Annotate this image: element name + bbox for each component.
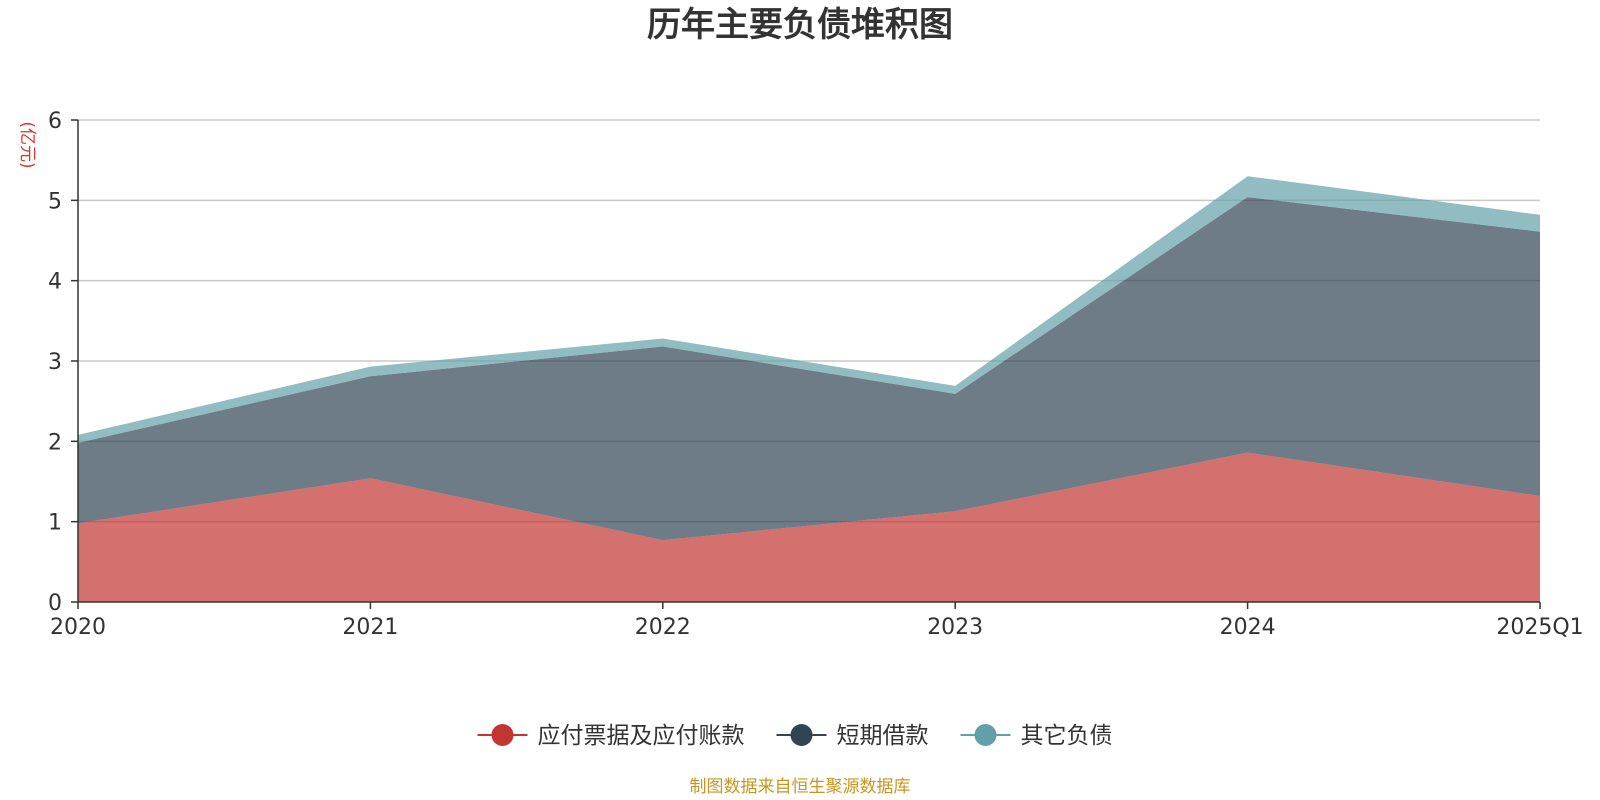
- series-areas: [78, 176, 1540, 602]
- y-tick-label: 2: [48, 430, 62, 455]
- y-tick-label: 3: [48, 350, 62, 375]
- area-series: [78, 197, 1540, 541]
- x-tick-labels: 2020 2021 2022 2023 2024 2025Q1: [50, 602, 1584, 640]
- x-tick-label: 2025Q1: [1496, 615, 1583, 640]
- legend-marker-icon: [790, 724, 813, 746]
- legend-item: 其它负债: [960, 723, 1113, 749]
- legend-marker-icon: [491, 724, 514, 746]
- y-tick-label: 6: [48, 109, 62, 134]
- x-tick-label: 2022: [635, 615, 691, 640]
- legend: 应付票据及应付账款 短期借款 其它负债: [477, 723, 1113, 749]
- legend-marker-icon: [974, 724, 997, 746]
- y-axis-unit-label: (亿元): [17, 121, 37, 168]
- source-note: 制图数据来自恒生聚源数据库: [690, 777, 911, 797]
- area-series: [78, 176, 1540, 443]
- x-tick-label: 2020: [50, 615, 106, 640]
- y-tick-label: 0: [48, 591, 62, 616]
- y-tick-labels: 0 1 2 3 4 5 6: [48, 109, 78, 616]
- x-tick-label: 2021: [342, 615, 398, 640]
- legend-label: 其它负债: [1021, 723, 1113, 749]
- x-tick-label: 2023: [927, 615, 983, 640]
- y-tick-label: 4: [48, 270, 62, 295]
- area-series: [78, 452, 1540, 602]
- legend-item: 短期借款: [776, 723, 929, 749]
- legend-label: 短期借款: [837, 723, 929, 749]
- legend-label: 应付票据及应付账款: [538, 723, 745, 749]
- legend-item: 应付票据及应付账款: [477, 723, 745, 749]
- chart-title: 历年主要负债堆积图: [647, 5, 953, 45]
- y-tick-label: 5: [48, 189, 62, 214]
- y-tick-label: 1: [48, 511, 62, 536]
- x-tick-label: 2024: [1220, 615, 1276, 640]
